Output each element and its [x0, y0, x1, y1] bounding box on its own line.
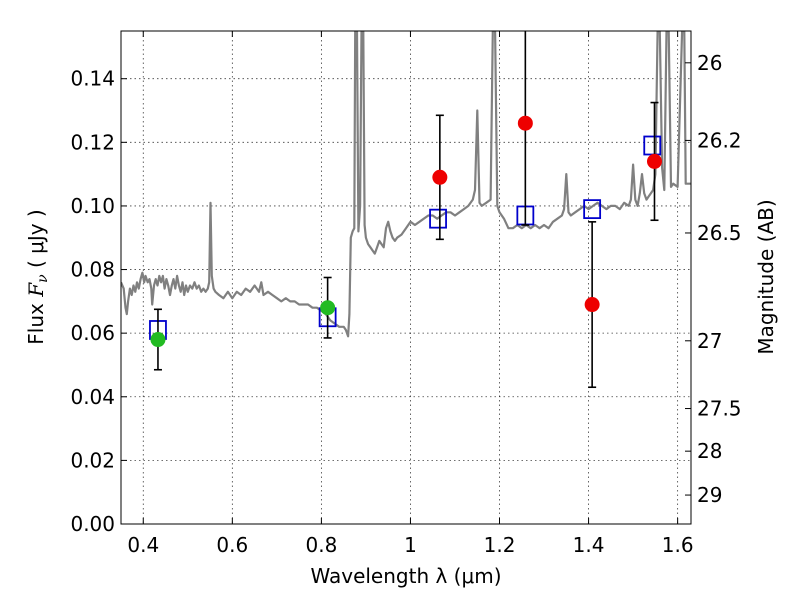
marker-layer	[149, 31, 662, 389]
x-axis-label: Wavelength λ (μm)	[310, 564, 501, 588]
y2-tick-label: 29	[697, 483, 722, 507]
observed-flux-point	[517, 115, 533, 131]
y-tick-label: 0.08	[70, 258, 115, 282]
model-photometry-square	[643, 135, 662, 156]
observed-flux-point	[646, 153, 662, 169]
y-tick-label: 0.14	[70, 67, 115, 91]
model-spectrum-line	[121, 31, 691, 338]
x-tick-label: 0.6	[216, 533, 248, 557]
y2-tick-label: 26.5	[697, 221, 742, 245]
y2-tick-label: 26	[697, 51, 722, 75]
observed-flux-point	[150, 332, 166, 348]
x-tick-label: 1	[404, 533, 417, 557]
x-tick-label: 1.2	[484, 533, 516, 557]
y-tick-label: 0.12	[70, 130, 115, 154]
y2-tick-label: 27	[697, 329, 722, 353]
y2-tick-label: 26.2	[697, 128, 742, 152]
x-tick-label: 0.8	[305, 533, 337, 557]
observed-flux-point	[432, 169, 448, 185]
y-tick-label: 0.00	[70, 512, 115, 536]
observed-flux-point	[584, 297, 600, 313]
x-tick-label: 1.4	[573, 533, 605, 557]
grid-layer	[121, 31, 691, 525]
model-photometry-square	[429, 208, 447, 229]
y-axis-label: Flux Fν ( μJy )	[24, 209, 51, 344]
y2-tick-label: 27.5	[697, 397, 742, 421]
y-tick-label: 0.10	[70, 194, 115, 218]
observed-flux-point	[320, 300, 336, 316]
y2-axis-label: Magnitude (AB)	[754, 199, 778, 354]
y-tick-label: 0.06	[70, 321, 115, 345]
plot-frame	[120, 30, 692, 525]
curve-layer	[121, 31, 691, 338]
tick-layer: 0.4 0.6 0.8 1 1.2 1.4 1.6 0.00 0.02 0.04 0.06 0.08 0…	[70, 31, 742, 557]
model-photometry-square	[583, 199, 602, 220]
y-tick-label: 0.02	[70, 448, 115, 472]
x-tick-label: 0.4	[127, 533, 159, 557]
x-tick-label: 1.6	[662, 533, 694, 557]
y2-tick-label: 28	[697, 439, 722, 463]
y-tick-label: 0.04	[70, 385, 115, 409]
